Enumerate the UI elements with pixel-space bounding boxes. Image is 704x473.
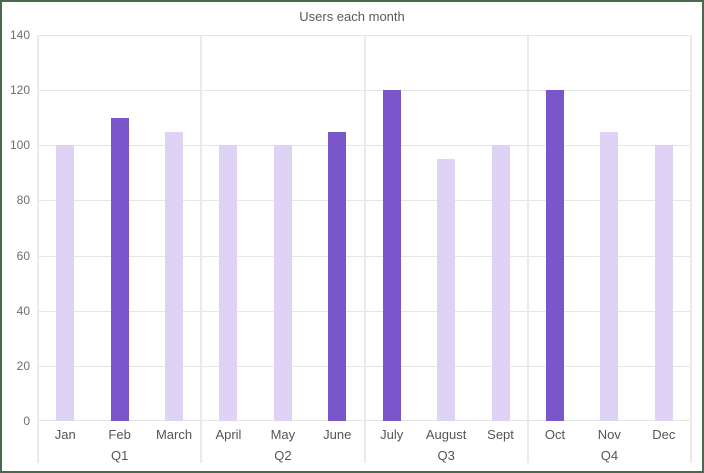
quarter-separator-line — [526, 35, 529, 463]
y-tick-label-100: 100 — [9, 138, 30, 153]
bar-july — [382, 90, 401, 421]
month-label-feb: Feb — [108, 427, 131, 442]
month-label-jan: Jan — [54, 427, 76, 442]
y-tick-label-80: 80 — [16, 193, 30, 208]
chart-title: Users each month — [299, 9, 405, 24]
month-label-dec: Dec — [652, 427, 676, 442]
month-label-oct: Oct — [544, 427, 566, 442]
y-tick-label-60: 60 — [16, 248, 30, 263]
bar-august — [437, 159, 456, 421]
bar-feb — [110, 117, 129, 421]
bar-oct — [545, 90, 564, 421]
month-label-july: July — [380, 427, 404, 442]
month-label-may: May — [270, 427, 296, 442]
y-tick-label-140: 140 — [9, 28, 30, 42]
bar-april — [219, 145, 238, 421]
bar-may — [273, 145, 292, 421]
bar-june — [328, 131, 347, 421]
quarter-label-q4: Q4 — [600, 448, 619, 463]
month-label-march: March — [155, 427, 193, 442]
bar-dec — [654, 145, 673, 421]
bar-march — [165, 131, 184, 421]
month-label-sept: Sept — [487, 427, 514, 442]
quarter-label-q3: Q3 — [437, 448, 455, 463]
bar-sept — [491, 145, 510, 421]
y-tick-label-0: 0 — [23, 414, 30, 428]
y-tick-label-40: 40 — [16, 303, 30, 318]
quarter-label-q1: Q1 — [110, 448, 129, 463]
month-label-august: August — [425, 427, 467, 442]
month-label-nov: Nov — [597, 427, 621, 442]
month-label-april: April — [215, 427, 242, 442]
y-tick-label-120: 120 — [9, 83, 30, 98]
plot-right-edge-line — [690, 35, 692, 463]
quarter-separator-line — [200, 35, 203, 463]
month-label-june: June — [323, 427, 352, 442]
plot-area — [38, 35, 691, 421]
bar-nov — [600, 131, 619, 421]
quarter-label-q2: Q2 — [274, 448, 292, 463]
plot-left-edge-line — [37, 35, 39, 463]
quarter-separator-line — [363, 35, 366, 463]
y-tick-label-20: 20 — [16, 358, 30, 373]
bar-jan — [56, 145, 75, 421]
